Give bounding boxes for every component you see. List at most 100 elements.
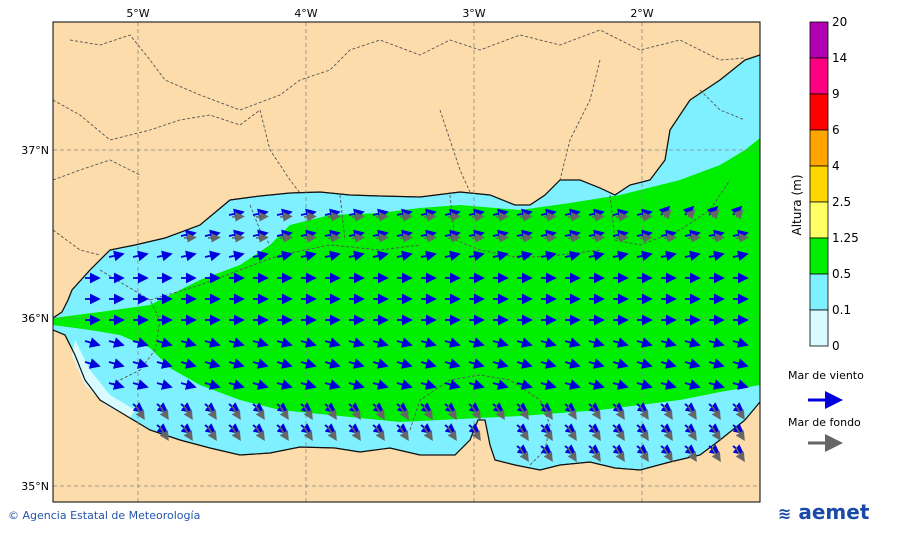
wind-sea-arrow [84,358,101,369]
wind-sea-arrow [708,358,725,369]
wind-sea-arrow [420,337,437,348]
swell-arrow [543,212,557,222]
wind-sea-arrow [252,337,269,348]
swell-arrow [711,405,721,420]
wave-height-colorbar: 20 14 9 6 4 2.5 1.25 0.5 0.1 0 [809,15,859,353]
swell-arrow [423,212,437,222]
swell-arrow [687,405,697,420]
swell-arrow [327,212,341,222]
wind-sea-arrow [396,358,413,369]
wind-sea-arrow [252,379,269,390]
swell-arrow [543,233,557,243]
swell-arrow [303,405,313,420]
wind-sea-arrow [276,379,293,390]
wind-sea-arrow [492,358,509,369]
wind-sea-arrow [732,379,749,390]
wind-sea-arrow [540,250,557,262]
swell-arrow [567,212,581,222]
wind-sea-arrow [372,250,389,262]
lon-tick-label: 2°W [630,7,653,20]
wind-sea-arrow [204,358,221,369]
swell-arrow [495,233,509,243]
colorbar-swatch [809,165,829,203]
wind-sea-arrow [588,250,605,262]
swell-arrow [663,233,677,243]
swell-arrow [423,426,433,441]
swell-arrow [711,447,721,462]
swell-arrow [135,405,145,420]
colorbar-level-label: 9 [832,87,840,101]
swell-arrow [711,233,725,243]
swell-arrow [567,447,577,462]
wind-sea-arrow [444,337,461,348]
wind-sea-arrow [684,250,701,262]
swell-arrow [591,447,601,462]
legend-wind-sea-label: Mar de viento [788,369,864,382]
copyright-text: Agencia Estatal de Meteorología [22,509,201,522]
swell-arrow [327,233,341,243]
swell-arrow [615,212,629,222]
colorbar-title: Altura (m) [790,174,804,235]
colorbar-level-label: 20 [832,15,847,29]
swell-arrow [735,405,745,420]
wind-sea-arrow [108,379,125,390]
wind-sea-arrow [444,250,461,262]
aemet-logo-icon: ≋ [778,504,792,523]
wind-sea-arrow [108,250,125,262]
wind-sea-arrow [180,358,197,369]
wind-sea-arrow [372,358,389,369]
wind-sea-arrow [540,358,557,369]
colorbar-swatch [809,57,829,95]
wind-sea-arrow [636,337,653,348]
colorbar-swatch [809,309,829,347]
aemet-logo-text: aemet [798,500,870,524]
swell-arrow [375,212,389,222]
swell-arrow [663,447,673,462]
wind-sea-arrow [228,379,245,390]
wind-sea-arrow [132,379,149,390]
swell-arrow [519,426,529,441]
wind-sea-arrow [156,358,173,369]
swell-arrow [543,426,553,441]
swell-arrow [615,233,629,243]
swell-arrow [159,405,169,420]
swell-arrow [519,447,529,462]
swell-arrow [685,209,696,220]
swell-arrow [375,405,385,420]
swell-arrow [231,212,245,222]
wind-sea-arrow [660,379,677,390]
swell-arrow [447,233,461,243]
wind-sea-arrow [444,358,461,369]
wind-sea-arrow [564,250,581,262]
wind-sea-arrow [516,250,533,262]
wind-sea-arrow [636,379,653,390]
wind-sea-arrow [324,358,341,369]
wind-sea-arrow [708,379,725,390]
swell-arrow [279,405,289,420]
swell-arrow [615,405,625,420]
swell-arrow [207,426,217,441]
wind-sea-arrow [252,358,269,369]
swell-arrow [447,405,457,420]
wind-sea-arrow [492,379,509,390]
colorbar-level-label: 0.5 [832,267,851,281]
wind-sea-arrow [708,337,725,348]
legend-swell-label: Mar de fondo [788,416,861,429]
swell-arrow [639,233,653,243]
wind-sea-arrow [612,379,629,390]
swell-arrow [351,426,361,441]
colorbar-swatch [809,129,829,167]
wind-sea-arrow [132,358,149,369]
swell-arrow [591,233,605,243]
wind-sea-arrow [204,250,221,262]
swell-arrow [687,447,697,462]
swell-arrow [399,405,409,420]
wind-sea-arrow [732,250,749,262]
swell-arrow [351,233,365,243]
swell-arrow [183,405,193,420]
wind-sea-arrow [492,250,509,262]
wind-sea-arrow [324,250,341,262]
wind-sea-arrow [564,337,581,348]
wind-sea-arrow [276,358,293,369]
